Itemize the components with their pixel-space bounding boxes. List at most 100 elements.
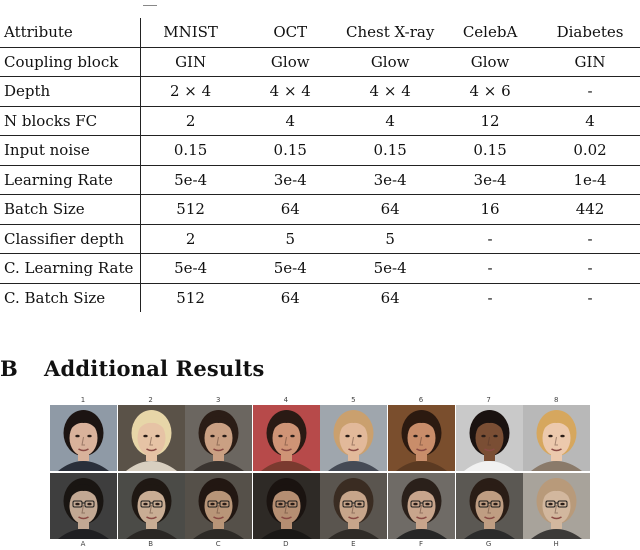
original-face-image <box>185 405 253 471</box>
table-cell: 0.15 <box>240 135 341 166</box>
bottom-index-label: G <box>485 540 492 548</box>
row-attribute-label: Classifier depth <box>0 224 141 254</box>
table-cell: 5 <box>340 224 441 254</box>
table-cell: 5e-4 <box>140 165 241 195</box>
top-index-label: 7 <box>486 396 491 404</box>
table-cell: 0.15 <box>440 135 541 166</box>
table-cell: 5e-4 <box>140 253 241 284</box>
table-cell: 64 <box>340 194 441 225</box>
section-title: Additional Results <box>44 356 265 381</box>
transformed-face-image <box>455 473 523 539</box>
transformed-face-image <box>252 473 320 539</box>
transformed-face-image <box>523 473 591 539</box>
table-cell: - <box>487 288 493 307</box>
header-cell: Chest X-ray <box>340 18 441 48</box>
table-cell: 442 <box>540 194 640 225</box>
table-row: Coupling block GIN Glow Glow Glow GIN <box>0 47 640 77</box>
table-cell: GIN <box>140 47 241 77</box>
table-body: Attribute MNIST OCT Chest X-ray CelebA Diabet… <box>0 18 640 312</box>
bottom-index-label: C <box>215 540 221 548</box>
section-heading: B Additional Results <box>0 356 265 381</box>
transformed-face-image <box>117 473 185 539</box>
top-index-label: 4 <box>283 396 289 404</box>
table-cell: - <box>540 76 640 107</box>
table-cell: 2 <box>140 106 241 136</box>
row-attribute-label: Batch Size <box>0 194 141 225</box>
table-cell: 4 × 4 <box>240 76 341 107</box>
header-cell: MNIST <box>140 18 241 48</box>
row-attribute-label: Learning Rate <box>0 165 141 195</box>
table-cell: - <box>440 253 541 284</box>
table-cell: 512 <box>140 194 241 225</box>
transformed-face-image <box>320 473 388 539</box>
transformed-face-image <box>185 473 253 539</box>
table-cell: Glow <box>440 47 541 77</box>
table-cell: 3e-4 <box>440 165 541 195</box>
section-number: B <box>0 356 18 381</box>
top-index-label: 2 <box>148 396 153 404</box>
table-cell: 16 <box>440 194 541 225</box>
header-cell-attribute: Attribute <box>0 18 141 48</box>
table-row: Input noise 0.15 0.15 0.15 0.15 0.02 <box>0 135 640 166</box>
original-face-image <box>117 405 185 471</box>
bottom-index-label: E <box>351 540 356 548</box>
table-cell: - <box>587 288 593 307</box>
table-cell: 3e-4 <box>240 165 341 195</box>
table-cell: 64 <box>380 288 400 307</box>
top-index-label: 8 <box>553 396 559 404</box>
table-cell: 0.15 <box>340 135 441 166</box>
header-cell: Diabetes <box>540 18 640 48</box>
original-face-image <box>50 405 117 471</box>
face-comparison-figure: 1 2 3 4 5 6 7 8 A B C D E F G H <box>50 396 592 548</box>
table-cell: 2 × 4 <box>140 76 241 107</box>
table-cell: 4 × 6 <box>440 76 541 107</box>
table-cell: 64 <box>240 194 341 225</box>
table-cell: 2 <box>140 224 241 254</box>
top-index-label: 6 <box>418 396 424 404</box>
table-cell: 5 <box>240 224 341 254</box>
table-row: Batch Size 512 64 64 16 442 <box>0 194 640 225</box>
bottom-index-label: A <box>80 540 86 548</box>
top-index-label: 1 <box>80 396 86 404</box>
row-attribute-label: Coupling block <box>0 47 141 77</box>
bottom-index-label: F <box>418 540 424 548</box>
header-cell: CelebA <box>440 18 541 48</box>
bottom-index-label: H <box>553 540 559 548</box>
table-cell: 0.15 <box>140 135 241 166</box>
table-cell: 1e-4 <box>540 165 640 195</box>
bottom-index-label: B <box>148 540 153 548</box>
table-cell: - <box>440 224 541 254</box>
table-cell: 5e-4 <box>240 253 341 284</box>
table-cell: GIN <box>540 47 640 77</box>
clipped-caption-fragment <box>0 0 640 16</box>
original-face-image <box>252 405 320 471</box>
table-header-row: Attribute MNIST OCT Chest X-ray CelebA Diabet… <box>0 18 640 48</box>
table-cell: 12 <box>440 106 541 136</box>
table-cell: - <box>540 253 640 284</box>
row-attribute-label: C. Learning Rate <box>0 253 141 284</box>
table-cell: 64 <box>280 288 300 307</box>
table-cell: 5e-4 <box>340 253 441 284</box>
row-attribute-label: Depth <box>0 76 141 107</box>
table-row: C. Batch Size 512 64 64 - - <box>0 283 640 312</box>
transformed-face-image <box>388 473 455 539</box>
table-cell: 0.02 <box>540 135 640 166</box>
transformed-face-image <box>50 473 117 539</box>
table-cell: Glow <box>240 47 341 77</box>
table-cell: 4 <box>340 106 441 136</box>
original-face-image <box>523 405 591 471</box>
table-cell: 4 <box>540 106 640 136</box>
original-face-image <box>455 405 523 471</box>
row-attribute-label: C. Batch Size <box>0 283 141 312</box>
bottom-index-label: D <box>283 540 289 548</box>
row-attribute-label: N blocks FC <box>0 106 141 136</box>
table-cell: 512 <box>176 288 205 307</box>
top-index-label: 3 <box>215 396 221 404</box>
top-index-label: 5 <box>351 396 356 404</box>
table-cell: 4 <box>240 106 341 136</box>
table-cell: 3e-4 <box>340 165 441 195</box>
header-cell: OCT <box>240 18 341 48</box>
original-face-image <box>320 405 388 471</box>
table-row: Classifier depth 2 5 5- - <box>0 224 640 254</box>
